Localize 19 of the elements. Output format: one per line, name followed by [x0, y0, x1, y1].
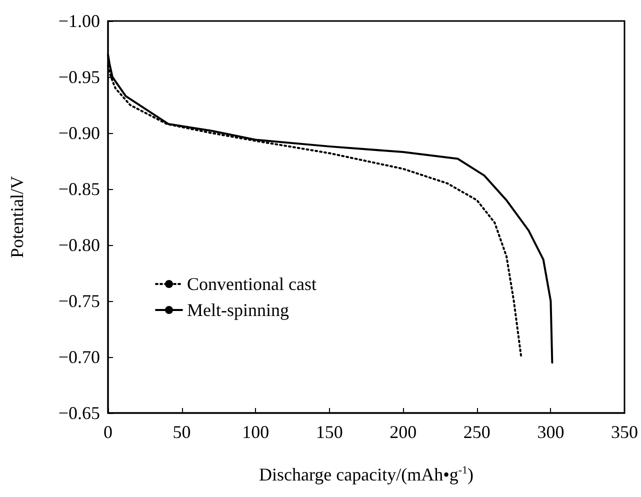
legend-label: Conventional cast — [187, 274, 316, 294]
x-tick-label: 300 — [537, 422, 564, 442]
x-tick-label: 0 — [104, 422, 112, 442]
y-tick-label: −1.00 — [58, 11, 100, 31]
y-tick-label: −0.75 — [58, 291, 100, 311]
x-tick-label: 50 — [172, 422, 191, 442]
legend-label: Melt-spinning — [187, 300, 289, 320]
y-tick-label: −0.80 — [58, 235, 100, 255]
x-tick-label: 250 — [463, 422, 490, 442]
y-axis-title: Potential/V — [7, 176, 27, 258]
y-tick-label: −0.90 — [58, 123, 100, 143]
y-tick-label: −0.65 — [58, 403, 100, 423]
x-tick-label: 200 — [390, 422, 417, 442]
y-tick-label: −0.85 — [58, 179, 100, 199]
x-tick-label: 350 — [611, 422, 638, 442]
x-tick-label: 150 — [316, 422, 343, 442]
y-tick-label: −0.70 — [58, 347, 100, 367]
x-tick-label: 100 — [242, 422, 270, 442]
y-tick-label: −0.95 — [58, 67, 100, 87]
